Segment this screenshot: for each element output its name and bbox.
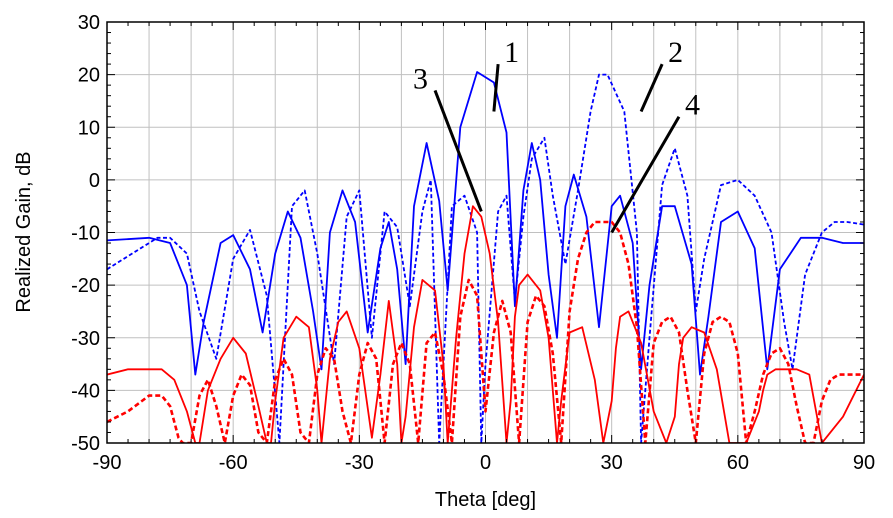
x-tick-label: -90 [93,452,122,474]
series-line-2 [107,73,864,443]
x-tick-label: 30 [601,452,623,474]
y-tick-label: -20 [71,275,100,297]
y-tick-label: -10 [71,223,100,245]
callout-leader-1 [492,63,500,112]
series-line-3 [107,205,864,443]
callout-label-2: 2 [668,36,683,69]
series-line-4 [107,220,864,443]
callouts: 1 2 3 4 [413,36,700,234]
x-tick-label: 60 [727,452,749,474]
callout-leader-3 [433,89,483,212]
callout-leader-4 [610,115,681,234]
x-tick-label: 0 [480,452,491,474]
x-tick-label: -60 [219,452,248,474]
callout-label-4: 4 [685,89,700,122]
x-tick-label: 90 [853,452,875,474]
y-tick-label: -50 [71,433,100,455]
callout-label-1: 1 [504,36,519,69]
y-tick-label: -30 [71,328,100,350]
grid-lines [107,22,864,443]
x-tick-label: -30 [345,452,374,474]
x-axis-title: Theta [deg] [435,489,536,511]
axis-ticks: -90 -60 -30 0 30 60 90 30 20 10 0 -10 -20 -30 -40 -50 [71,12,875,474]
y-tick-label: -40 [71,380,100,402]
y-tick-label: 10 [78,117,100,139]
callout-label-3: 3 [413,62,428,95]
y-tick-label: 20 [78,65,100,87]
series-line-1 [107,71,864,376]
callout-leader-2 [639,63,664,113]
y-tick-label: 0 [89,170,100,192]
series-layer [107,71,864,443]
y-axis-title: Realized Gain, dB [13,151,35,312]
y-tick-label: 30 [78,12,100,34]
